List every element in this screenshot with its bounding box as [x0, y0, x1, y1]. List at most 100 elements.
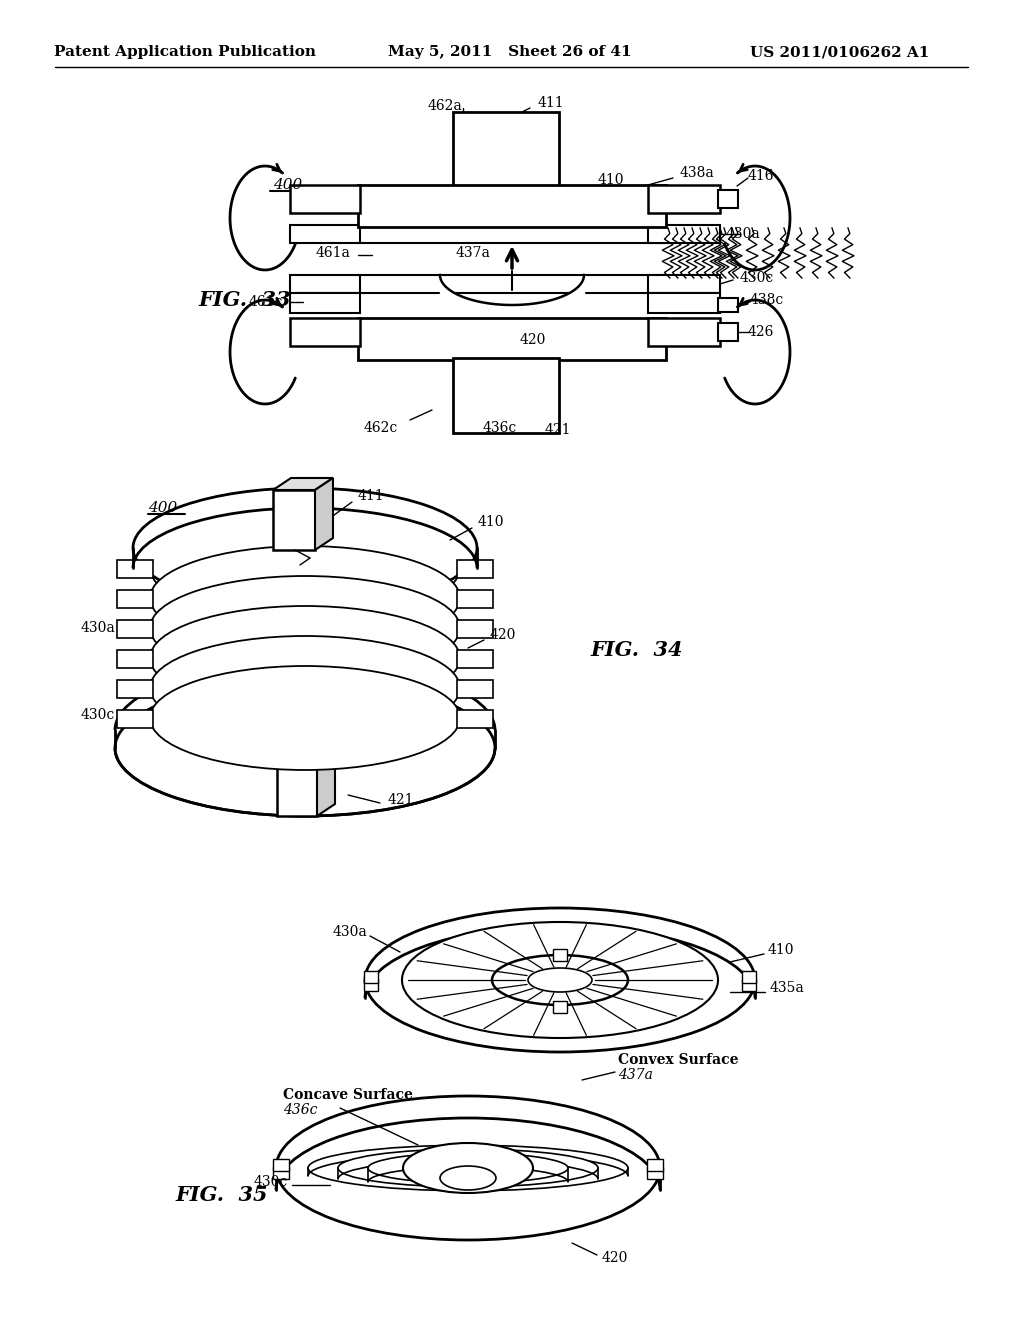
Text: 410: 410 — [768, 942, 795, 957]
Ellipse shape — [150, 667, 460, 770]
Text: 438a: 438a — [680, 166, 715, 180]
Text: 400: 400 — [272, 178, 302, 191]
Ellipse shape — [365, 908, 755, 1052]
Bar — [358, 275, 666, 293]
Bar — [553, 1001, 567, 1012]
Text: 462a: 462a — [427, 99, 462, 114]
Bar — [647, 1159, 664, 1171]
Ellipse shape — [150, 636, 460, 741]
Bar — [273, 490, 315, 550]
Text: May 5, 2011   Sheet 26 of 41: May 5, 2011 Sheet 26 of 41 — [388, 45, 632, 59]
Text: 436c: 436c — [283, 1104, 317, 1117]
Bar — [358, 318, 666, 360]
Bar — [457, 649, 493, 668]
Bar — [358, 224, 666, 243]
Ellipse shape — [338, 1148, 598, 1187]
Bar — [457, 620, 493, 638]
Text: 420: 420 — [490, 628, 516, 642]
Ellipse shape — [492, 954, 628, 1005]
Bar — [364, 970, 378, 982]
Text: Patent Application Publication: Patent Application Publication — [54, 45, 316, 59]
Bar — [457, 590, 493, 609]
Bar — [718, 190, 738, 209]
Bar — [647, 1167, 664, 1180]
Polygon shape — [273, 478, 333, 490]
Ellipse shape — [133, 488, 477, 609]
Bar — [117, 590, 153, 609]
Bar — [117, 649, 153, 668]
Bar — [290, 185, 360, 213]
Text: 421: 421 — [388, 793, 415, 807]
Bar — [290, 275, 360, 293]
Ellipse shape — [368, 1152, 568, 1183]
Bar — [453, 358, 559, 433]
Ellipse shape — [276, 1096, 660, 1239]
Text: 462c: 462c — [364, 421, 398, 436]
Text: 461a: 461a — [315, 246, 350, 260]
Bar — [278, 748, 317, 816]
Polygon shape — [317, 737, 335, 816]
Text: 436c: 436c — [483, 421, 517, 436]
Bar — [117, 560, 153, 578]
Bar — [457, 710, 493, 729]
Text: 435a: 435a — [770, 981, 805, 995]
Polygon shape — [278, 737, 335, 748]
Text: Convex Surface: Convex Surface — [618, 1053, 738, 1067]
Ellipse shape — [150, 606, 460, 710]
Bar — [290, 318, 360, 346]
Text: 420: 420 — [602, 1251, 629, 1265]
Bar — [553, 949, 567, 961]
Text: 430a: 430a — [80, 620, 115, 635]
Ellipse shape — [440, 1166, 496, 1191]
Text: 430c: 430c — [254, 1175, 288, 1189]
Ellipse shape — [150, 546, 460, 649]
Text: 411: 411 — [538, 96, 564, 110]
Text: FIG.  33: FIG. 33 — [198, 290, 291, 310]
Bar — [742, 970, 756, 982]
Bar — [272, 1167, 289, 1180]
Bar — [742, 979, 756, 991]
Text: 420: 420 — [520, 333, 547, 347]
Text: Concave Surface: Concave Surface — [283, 1088, 413, 1102]
Bar — [290, 224, 360, 243]
Bar — [648, 275, 720, 293]
Bar — [117, 710, 153, 729]
Bar — [718, 323, 738, 341]
Polygon shape — [315, 478, 333, 550]
Text: 430a: 430a — [726, 227, 761, 242]
Text: FIG.  35: FIG. 35 — [175, 1185, 267, 1205]
Text: FIG.  34: FIG. 34 — [590, 640, 683, 660]
Ellipse shape — [403, 1143, 534, 1193]
Text: 426: 426 — [748, 325, 774, 339]
Text: 411: 411 — [358, 488, 385, 503]
Text: 437a: 437a — [455, 246, 490, 260]
Text: 430c: 430c — [81, 708, 115, 722]
Text: 421: 421 — [545, 422, 571, 437]
Bar — [457, 560, 493, 578]
Ellipse shape — [115, 680, 495, 816]
Bar — [364, 979, 378, 991]
Text: 410: 410 — [478, 515, 505, 529]
Bar — [457, 680, 493, 698]
Text: 461c: 461c — [249, 294, 283, 309]
Ellipse shape — [402, 921, 718, 1038]
Bar — [358, 185, 666, 227]
Bar — [648, 224, 720, 243]
Bar — [648, 185, 720, 213]
Bar — [117, 680, 153, 698]
Text: 437a: 437a — [618, 1068, 653, 1082]
Text: 416: 416 — [748, 169, 774, 183]
Text: 410: 410 — [598, 173, 625, 187]
Bar — [648, 318, 720, 346]
Ellipse shape — [308, 1146, 628, 1191]
Ellipse shape — [528, 968, 592, 993]
Bar — [117, 620, 153, 638]
Text: 438c: 438c — [750, 293, 784, 308]
Bar — [648, 293, 720, 313]
Ellipse shape — [150, 516, 460, 620]
Ellipse shape — [150, 576, 460, 680]
Bar — [290, 293, 360, 313]
Text: 430c: 430c — [740, 271, 774, 285]
Text: US 2011/0106262 A1: US 2011/0106262 A1 — [751, 45, 930, 59]
Text: 400: 400 — [148, 502, 177, 515]
